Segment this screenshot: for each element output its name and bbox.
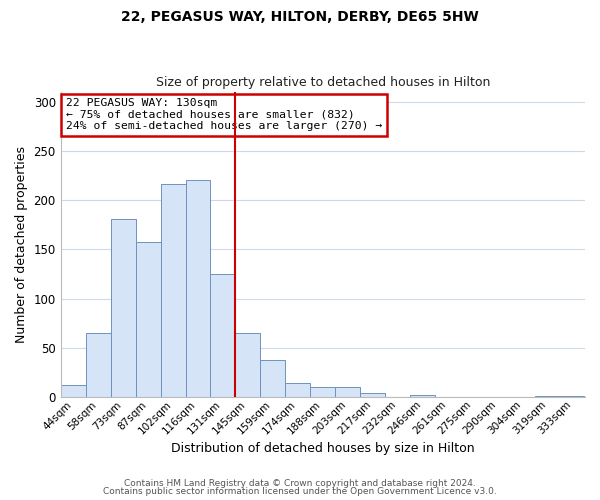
Bar — [136, 242, 161, 397]
Bar — [86, 333, 110, 397]
Bar — [260, 360, 286, 397]
Bar — [535, 396, 560, 397]
Bar — [61, 385, 86, 397]
Bar — [235, 333, 260, 397]
Bar — [185, 180, 211, 397]
Bar — [211, 274, 235, 397]
Text: Contains HM Land Registry data © Crown copyright and database right 2024.: Contains HM Land Registry data © Crown c… — [124, 478, 476, 488]
Y-axis label: Number of detached properties: Number of detached properties — [15, 146, 28, 343]
Title: Size of property relative to detached houses in Hilton: Size of property relative to detached ho… — [155, 76, 490, 90]
Bar — [560, 396, 585, 397]
Bar — [410, 395, 435, 397]
Bar — [360, 393, 385, 397]
Text: Contains public sector information licensed under the Open Government Licence v3: Contains public sector information licen… — [103, 487, 497, 496]
Text: 22 PEGASUS WAY: 130sqm
← 75% of detached houses are smaller (832)
24% of semi-de: 22 PEGASUS WAY: 130sqm ← 75% of detached… — [66, 98, 382, 132]
Bar — [310, 387, 335, 397]
Bar — [286, 383, 310, 397]
Bar — [110, 219, 136, 397]
X-axis label: Distribution of detached houses by size in Hilton: Distribution of detached houses by size … — [171, 442, 475, 455]
Bar — [161, 184, 185, 397]
Text: 22, PEGASUS WAY, HILTON, DERBY, DE65 5HW: 22, PEGASUS WAY, HILTON, DERBY, DE65 5HW — [121, 10, 479, 24]
Bar — [335, 387, 360, 397]
